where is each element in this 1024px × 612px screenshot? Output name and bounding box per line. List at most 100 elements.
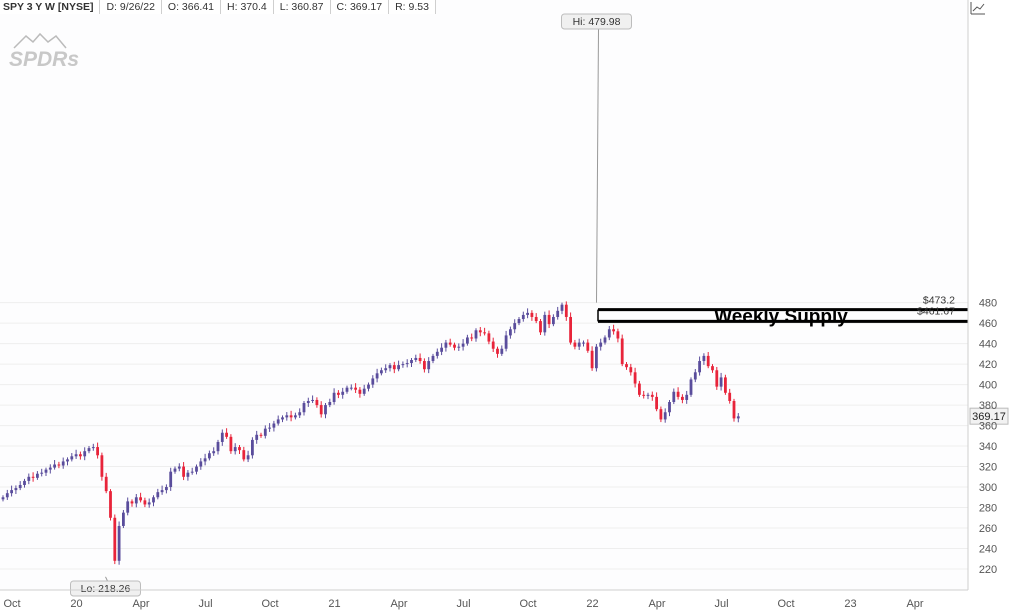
candle-body bbox=[306, 400, 310, 404]
candle-body bbox=[268, 427, 271, 429]
candle-body bbox=[371, 378, 375, 385]
candle-body bbox=[577, 342, 581, 347]
y-tick-label: 240 bbox=[979, 544, 997, 556]
candle-body bbox=[582, 342, 585, 344]
candle-body bbox=[590, 350, 594, 369]
x-tick-label: 20 bbox=[70, 598, 82, 610]
x-tick-label: Apr bbox=[132, 598, 149, 610]
drawing-tool-icon[interactable] bbox=[970, 1, 986, 15]
candle-body bbox=[448, 342, 452, 345]
supply-zone: Weekly Supply $473.2$461.67 bbox=[597, 295, 968, 328]
candle-body bbox=[509, 329, 512, 336]
candle-body bbox=[586, 342, 590, 351]
candle-body bbox=[66, 459, 69, 462]
candle-body bbox=[724, 377, 727, 393]
candle-body bbox=[513, 323, 517, 330]
candle-body bbox=[681, 396, 684, 400]
candle-body bbox=[461, 343, 465, 347]
candle-body bbox=[332, 392, 336, 403]
candle-body bbox=[543, 314, 547, 333]
candle-body bbox=[706, 355, 710, 367]
candle-body bbox=[83, 451, 87, 457]
x-tick-label: 22 bbox=[586, 598, 598, 610]
candle-body bbox=[410, 360, 413, 364]
x-tick-label: 23 bbox=[844, 598, 856, 610]
y-tick-label: 420 bbox=[979, 359, 997, 371]
candle-body bbox=[96, 447, 99, 456]
candle-body bbox=[474, 330, 478, 339]
candle-body bbox=[139, 497, 142, 501]
y-tick-label: 460 bbox=[979, 318, 997, 330]
candle-body bbox=[539, 321, 542, 333]
y-tick-label: 320 bbox=[979, 462, 997, 474]
candle-body bbox=[199, 461, 203, 467]
low-readout: L: 360.87 bbox=[274, 0, 331, 14]
candle-body bbox=[152, 497, 155, 503]
candle-body bbox=[693, 372, 697, 380]
candle-body bbox=[341, 391, 345, 395]
candle-body bbox=[74, 454, 78, 457]
candle-body bbox=[534, 316, 538, 322]
candle-body bbox=[384, 368, 388, 371]
candle-body bbox=[87, 448, 91, 452]
candle-body bbox=[663, 412, 667, 420]
candle-body bbox=[500, 348, 504, 354]
candle-body bbox=[358, 389, 362, 394]
candle-body bbox=[504, 335, 508, 349]
candle-body bbox=[719, 377, 723, 387]
candle-body bbox=[315, 399, 319, 406]
candle-body bbox=[414, 357, 418, 361]
candle-body bbox=[100, 455, 104, 477]
candle-body bbox=[560, 304, 564, 311]
candle-body bbox=[242, 450, 246, 460]
date-readout: D: 9/26/22 bbox=[100, 0, 162, 14]
high-box bbox=[561, 13, 632, 30]
x-tick-label: Apr bbox=[390, 598, 407, 610]
candle-body bbox=[349, 387, 353, 389]
candle-body bbox=[251, 439, 254, 456]
candle-body bbox=[109, 491, 112, 518]
close-readout: C: 369.17 bbox=[331, 0, 390, 14]
candle-body bbox=[289, 415, 293, 418]
candles-group bbox=[1, 301, 740, 565]
candle-body bbox=[156, 492, 160, 498]
candle-body bbox=[44, 469, 48, 473]
high-leader bbox=[596, 28, 599, 303]
candle-body bbox=[457, 346, 461, 348]
open-readout: O: 366.41 bbox=[162, 0, 222, 14]
high-label: Hi: 479.98 bbox=[573, 16, 621, 28]
candle-body bbox=[625, 364, 628, 368]
symbol-label[interactable]: SPY 3 Y W [NYSE] bbox=[0, 0, 101, 14]
candle-body bbox=[650, 394, 654, 397]
candle-body bbox=[655, 396, 658, 410]
candle-body bbox=[61, 461, 65, 466]
y-tick-label: 480 bbox=[979, 298, 997, 310]
candle-body bbox=[496, 348, 499, 354]
candle-body bbox=[302, 403, 306, 413]
candle-body bbox=[685, 394, 689, 400]
supply-upper-label: $473.2 bbox=[923, 295, 955, 307]
y-tick-label: 340 bbox=[979, 441, 997, 453]
candle-body bbox=[599, 342, 603, 347]
candle-body bbox=[319, 405, 323, 415]
y-tick-label: 400 bbox=[979, 380, 997, 392]
candle-body bbox=[556, 310, 560, 317]
candle-body bbox=[182, 466, 185, 477]
candle-body bbox=[362, 388, 366, 394]
y-axis: 220 240 260 280 300 320 340 360 380 400 420 440 460 4… bbox=[979, 298, 997, 576]
candle-body bbox=[324, 405, 327, 415]
candle-body bbox=[229, 436, 233, 452]
candle-body bbox=[569, 316, 572, 343]
candle-body bbox=[620, 338, 624, 365]
x-axis: Oct 20 Apr Jul Oct 21 Apr Jul Oct 22 Apr Jul Oct 23 Ap… bbox=[3, 598, 923, 610]
last-price-box bbox=[969, 407, 1009, 425]
candle-body bbox=[552, 316, 555, 325]
supply-zone-label: Weekly Supply bbox=[714, 307, 848, 328]
candle-body bbox=[736, 416, 740, 419]
y-tick-label: 220 bbox=[979, 564, 997, 576]
candle-body bbox=[134, 497, 138, 504]
candle-body bbox=[5, 493, 9, 498]
y-tick-label: 260 bbox=[979, 523, 997, 535]
x-tick-label: Apr bbox=[906, 598, 923, 610]
